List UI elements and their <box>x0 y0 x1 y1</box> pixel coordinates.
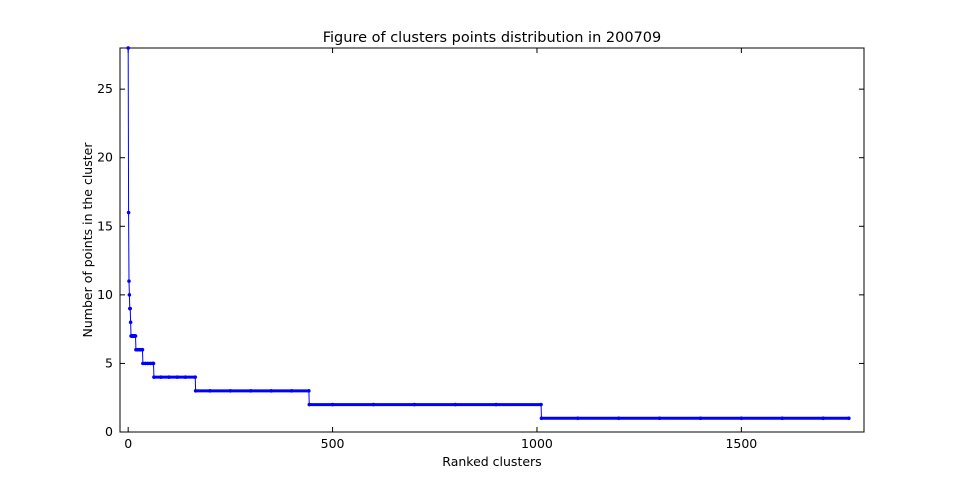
y-tick-label: 20 <box>97 150 113 165</box>
data-point <box>133 334 138 338</box>
data-point <box>127 293 132 297</box>
x-tick-label: 1500 <box>725 436 757 451</box>
data-point <box>128 306 133 311</box>
y-tick-label: 0 <box>105 424 113 439</box>
y-axis-label: Number of points in the cluster <box>80 142 95 338</box>
y-tick-label: 15 <box>97 218 113 233</box>
x-tick-label: 1000 <box>521 436 553 451</box>
x-tick-label: 500 <box>321 436 345 451</box>
x-tick-label: 0 <box>124 436 132 451</box>
y-tick-label: 25 <box>97 81 113 96</box>
series-line <box>127 47 849 419</box>
plot-frame <box>119 47 865 433</box>
x-axis-label: Ranked clusters <box>442 454 541 469</box>
data-point <box>128 320 133 325</box>
data-point <box>126 210 131 215</box>
y-tick-label: 5 <box>105 355 113 370</box>
plot-area: 0 500 1000 1500 0 5 10 15 20 25 <box>97 46 865 451</box>
data-point <box>126 46 131 50</box>
data-point <box>127 279 131 283</box>
y-tick-label: 10 <box>97 287 113 302</box>
chart-title: Figure of clusters points distribution i… <box>323 30 662 46</box>
